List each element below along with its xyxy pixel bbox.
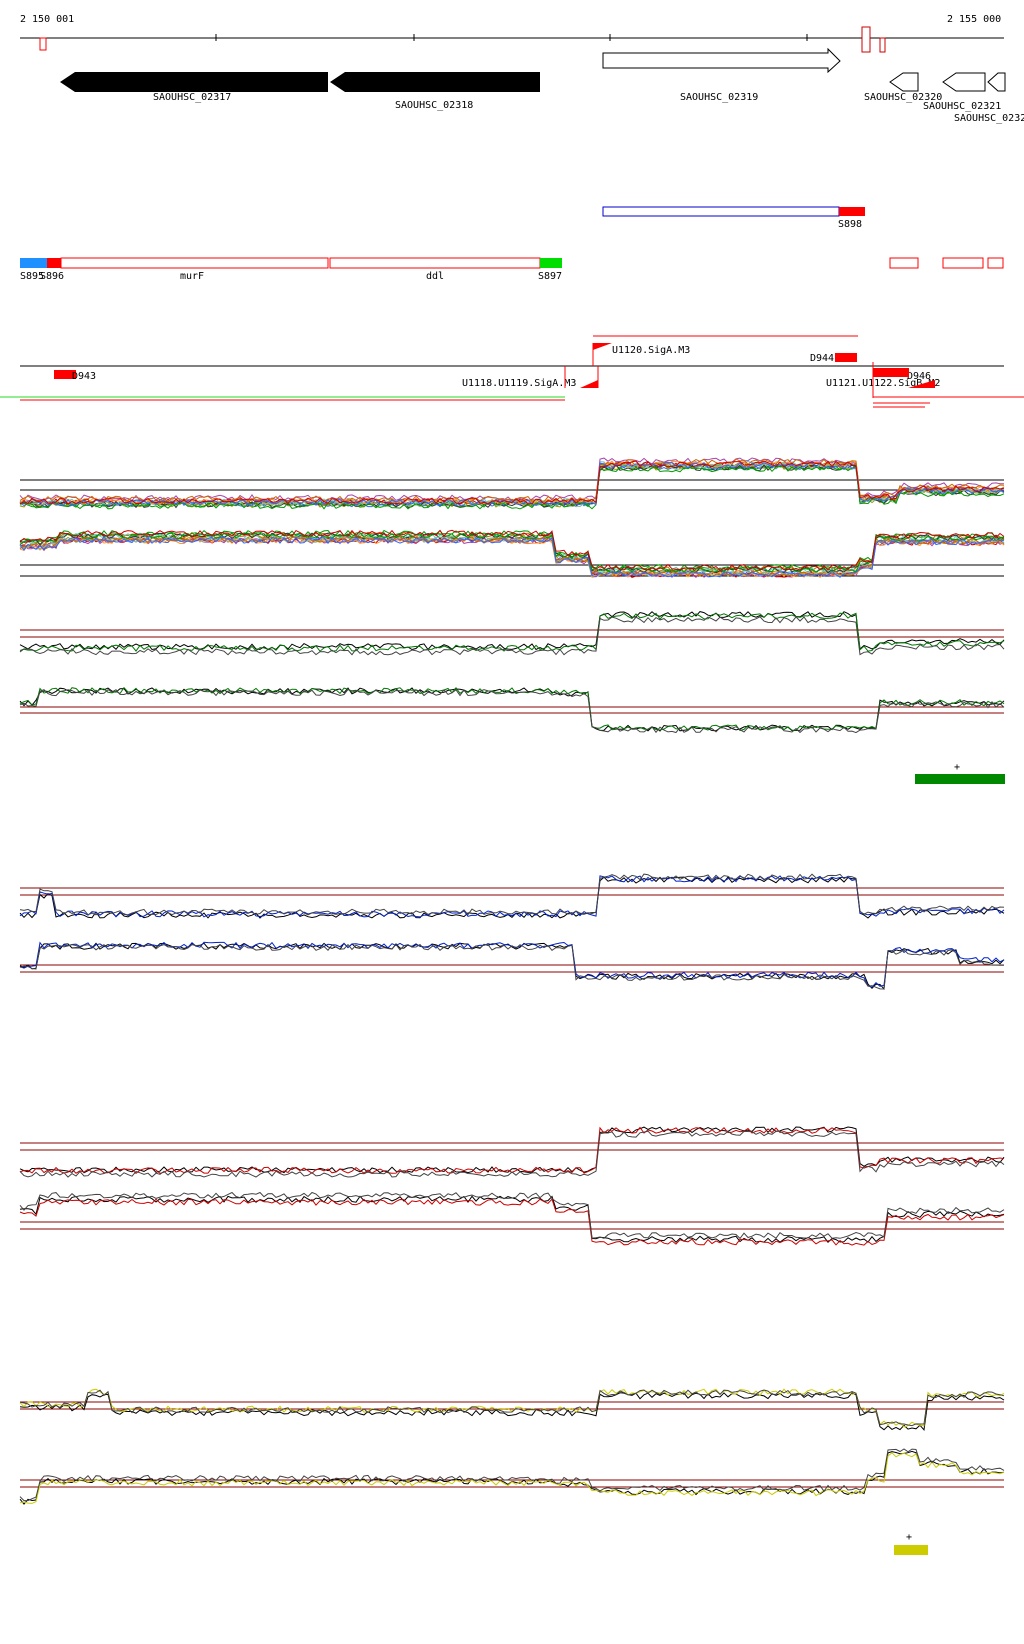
expression-trace bbox=[19, 1126, 1005, 1174]
expression-trace bbox=[19, 943, 1004, 990]
expression-trace bbox=[19, 1191, 1005, 1240]
feature-label: D944 bbox=[810, 353, 834, 364]
gene-label: SAOUHSC_02321 bbox=[923, 101, 1001, 112]
expression-trace bbox=[19, 536, 1005, 578]
gene-label: SAOUHSC_02320 bbox=[864, 92, 942, 103]
gene-arrow[interactable] bbox=[602, 47, 841, 74]
expression-trace bbox=[19, 1130, 1005, 1178]
small-feature-mark bbox=[39, 37, 47, 51]
segment-label: S896 bbox=[40, 271, 64, 282]
gene-label: SAOUHSC_02317 bbox=[153, 92, 231, 103]
legend-bar bbox=[915, 774, 1005, 784]
segment-label: S898 bbox=[838, 219, 862, 230]
expression-trace bbox=[19, 1448, 1005, 1502]
feature-block[interactable] bbox=[873, 368, 909, 377]
expression-trace bbox=[19, 689, 1005, 734]
expression-trace bbox=[19, 529, 1005, 571]
small-feature-mark bbox=[861, 26, 871, 53]
legend: + + bbox=[894, 762, 1005, 1555]
segment-box[interactable] bbox=[942, 257, 984, 269]
coord-start: 2 150 001 bbox=[20, 14, 74, 25]
expression-trace bbox=[19, 460, 1005, 505]
segment-box[interactable] bbox=[987, 257, 1004, 269]
feature-label: D943 bbox=[72, 371, 96, 382]
gene-arrow[interactable] bbox=[987, 72, 1006, 92]
coordinate-axis: 2 150 001 2 155 000 bbox=[20, 14, 1004, 53]
segment-box[interactable] bbox=[20, 258, 47, 268]
feature-label: U1121.U1122.SigB.M2 bbox=[826, 378, 940, 389]
expression-trace bbox=[19, 1389, 1005, 1427]
segment-box[interactable] bbox=[47, 258, 61, 268]
expression-trace bbox=[19, 616, 1005, 656]
expression-trace bbox=[19, 1452, 1005, 1504]
feature-block[interactable] bbox=[54, 370, 76, 379]
feature-track: U1120.SigA.M3 D944 D943 U1118.U1119.SigA… bbox=[0, 335, 1024, 408]
segment-label: ddl bbox=[426, 271, 444, 282]
small-feature-mark bbox=[879, 37, 886, 53]
feature-block[interactable] bbox=[835, 353, 857, 362]
gene-track: SAOUHSC_02317 SAOUHSC_02318 SAOUHSC_0231… bbox=[60, 47, 1024, 124]
segment-box[interactable] bbox=[329, 257, 541, 269]
legend-plus: + bbox=[906, 1532, 912, 1543]
expression-trace bbox=[19, 686, 1005, 732]
gene-arrow[interactable] bbox=[330, 72, 540, 92]
segment-box[interactable] bbox=[839, 207, 865, 216]
gene-label: SAOUHSC_0232 bbox=[954, 113, 1024, 124]
gene-arrow[interactable] bbox=[889, 72, 919, 92]
expression-trace bbox=[19, 532, 1005, 574]
legend-plus: + bbox=[954, 762, 960, 773]
segment-box[interactable] bbox=[540, 258, 562, 268]
coord-end: 2 155 000 bbox=[947, 14, 1001, 25]
expression-trace bbox=[19, 611, 1005, 651]
segment-track: S898 S895 S896 murF ddl S897 bbox=[20, 206, 1004, 282]
gene-arrow[interactable] bbox=[60, 72, 328, 92]
gene-label: SAOUHSC_02319 bbox=[680, 92, 758, 103]
feature-label: U1120.SigA.M3 bbox=[612, 345, 690, 356]
segment-label: murF bbox=[180, 271, 204, 282]
gene-label: SAOUHSC_02318 bbox=[395, 100, 473, 111]
expression-trace bbox=[19, 1195, 1005, 1243]
feature-label: D946 bbox=[907, 371, 931, 382]
expression-trace bbox=[19, 531, 1005, 574]
expression-trace bbox=[19, 876, 1005, 919]
feature-label: U1118.U1119.SigA.M3 bbox=[462, 378, 576, 389]
legend-bar bbox=[894, 1545, 928, 1555]
segment-label: S897 bbox=[538, 271, 562, 282]
expression-trace bbox=[19, 873, 1005, 916]
expression-tracks bbox=[19, 457, 1005, 1505]
expression-trace bbox=[19, 942, 1005, 991]
expression-trace bbox=[19, 612, 1005, 652]
gene-arrow[interactable] bbox=[942, 72, 986, 92]
expression-trace bbox=[19, 1198, 1005, 1246]
expression-trace bbox=[19, 536, 1005, 578]
segment-box[interactable] bbox=[602, 206, 840, 217]
segment-box[interactable] bbox=[60, 257, 329, 269]
segment-box[interactable] bbox=[889, 257, 919, 269]
expression-trace bbox=[19, 465, 1005, 510]
segment-label: S895 bbox=[20, 271, 44, 282]
